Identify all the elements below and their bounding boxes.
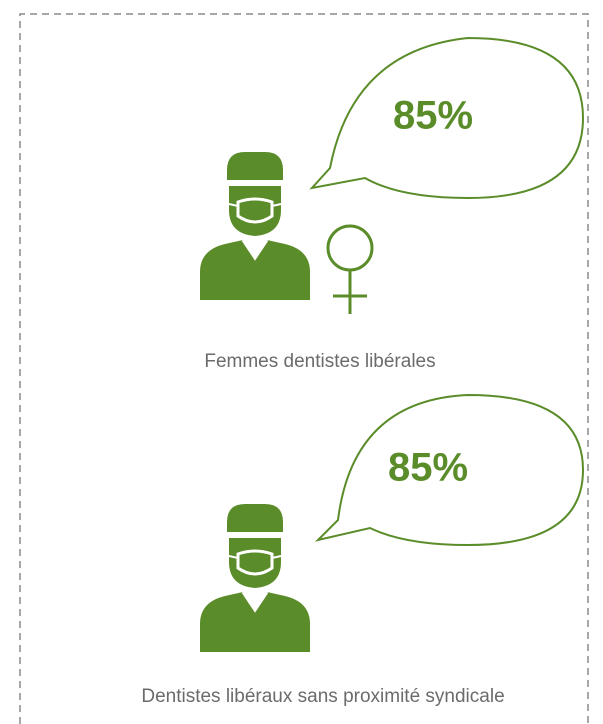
speech-bubble <box>309 36 585 200</box>
dentist-icon <box>198 150 312 302</box>
dashed-frame <box>19 13 589 724</box>
stat-value: 85% <box>393 94 473 138</box>
caption: Femmes dentistes libérales <box>204 351 435 372</box>
dentist-icon <box>198 502 312 654</box>
female-symbol <box>326 224 374 314</box>
caption: Dentistes libéraux sans proximité syndic… <box>141 686 504 707</box>
stat-value: 85% <box>388 446 468 490</box>
speech-bubble <box>314 393 585 547</box>
